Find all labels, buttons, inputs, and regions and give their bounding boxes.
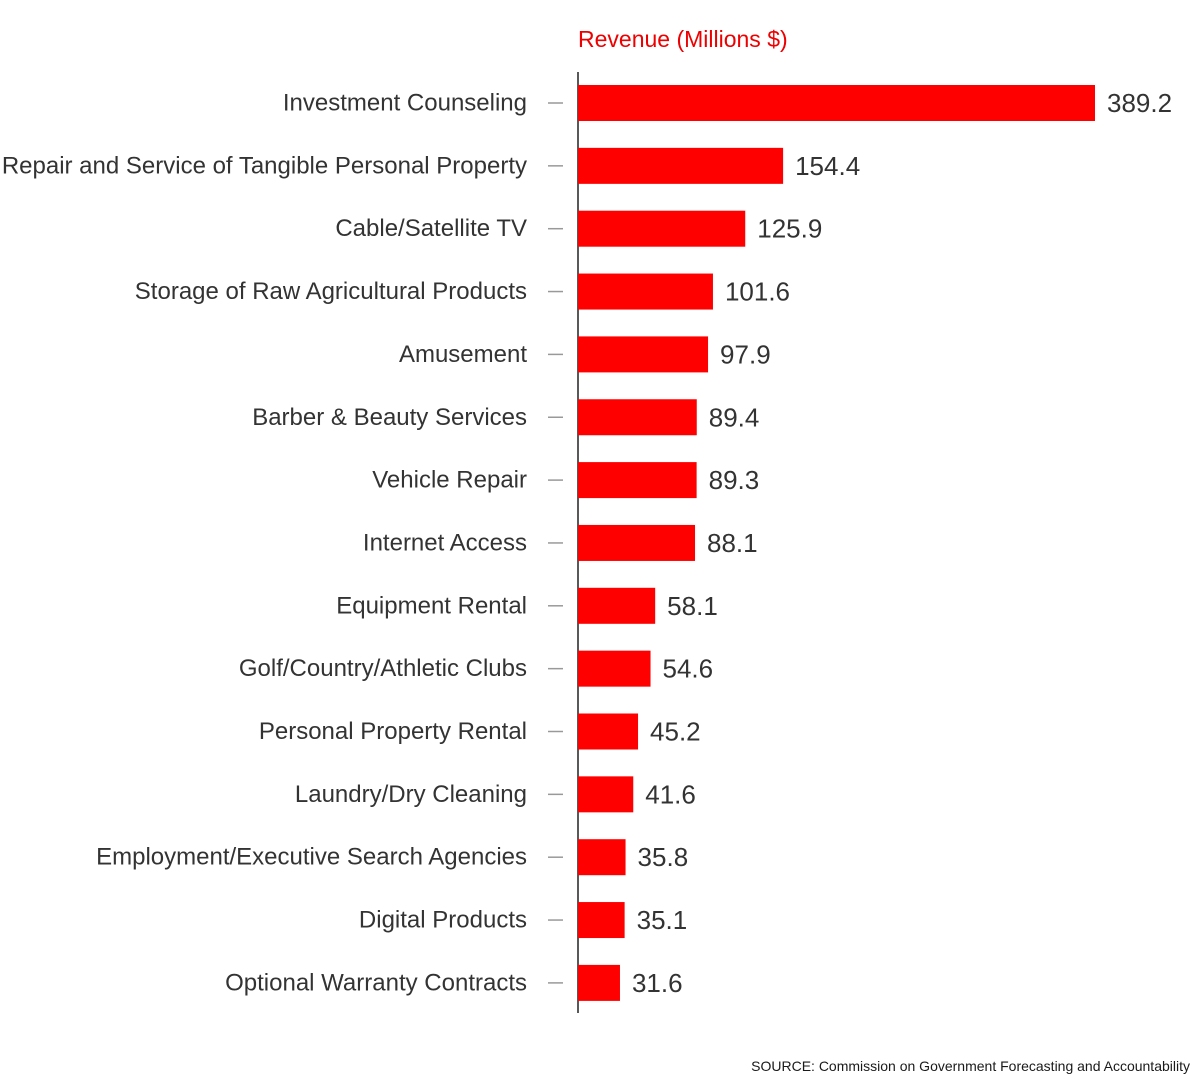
data-label: 389.2	[1107, 88, 1172, 118]
y-tick-label: Digital Products	[359, 907, 527, 934]
bar	[578, 839, 626, 876]
y-tick-label: Golf/Country/Athletic Clubs	[239, 655, 527, 682]
data-label: 125.9	[757, 214, 822, 244]
chart-title: Revenue (Millions $)	[578, 26, 788, 52]
data-label: 45.2	[650, 717, 701, 747]
data-label: 101.6	[725, 277, 790, 307]
source-note: SOURCE: Commission on Government Forecas…	[751, 1058, 1190, 1074]
data-label: 54.6	[663, 654, 714, 684]
data-label: 35.1	[637, 905, 688, 935]
bar	[578, 85, 1095, 121]
bar	[578, 587, 656, 624]
bar	[578, 713, 639, 750]
bar	[578, 273, 713, 310]
y-tick-label: Amusement	[399, 341, 527, 368]
y-tick-label: Investment Counseling	[283, 90, 527, 117]
y-tick-label: Cable/Satellite TV	[335, 215, 527, 242]
bar	[578, 902, 625, 939]
y-tick-label: Vehicle Repair	[372, 467, 527, 494]
y-tick-label: Optional Warranty Contracts	[225, 969, 527, 996]
bar	[578, 210, 746, 247]
y-tick-label: Barber & Beauty Services	[252, 404, 527, 431]
data-label: 154.4	[795, 151, 860, 181]
y-tick-label: Equipment Rental	[336, 592, 527, 619]
data-label: 41.6	[645, 779, 696, 809]
y-tick-label: Storage of Raw Agricultural Products	[135, 278, 527, 305]
y-tick-label: Laundry/Dry Cleaning	[295, 781, 527, 808]
y-tick-label: Repair and Service of Tangible Personal …	[2, 152, 527, 179]
data-label: 97.9	[720, 339, 771, 369]
y-tick-label: Internet Access	[363, 529, 527, 556]
data-label: 89.3	[709, 465, 760, 495]
data-label: 88.1	[707, 528, 758, 558]
bar	[578, 336, 709, 373]
bar	[578, 399, 697, 436]
bar	[578, 650, 651, 687]
bar	[578, 524, 696, 561]
data-label: 58.1	[667, 591, 718, 621]
data-label: 31.6	[632, 968, 683, 998]
bar	[578, 776, 634, 813]
data-label: 89.4	[709, 402, 760, 432]
bar	[578, 964, 620, 1001]
bar	[578, 462, 697, 499]
data-label: 35.8	[638, 842, 689, 872]
y-tick-label: Personal Property Rental	[259, 718, 527, 745]
y-tick-label: Employment/Executive Search Agencies	[96, 844, 527, 871]
bar	[578, 147, 784, 184]
